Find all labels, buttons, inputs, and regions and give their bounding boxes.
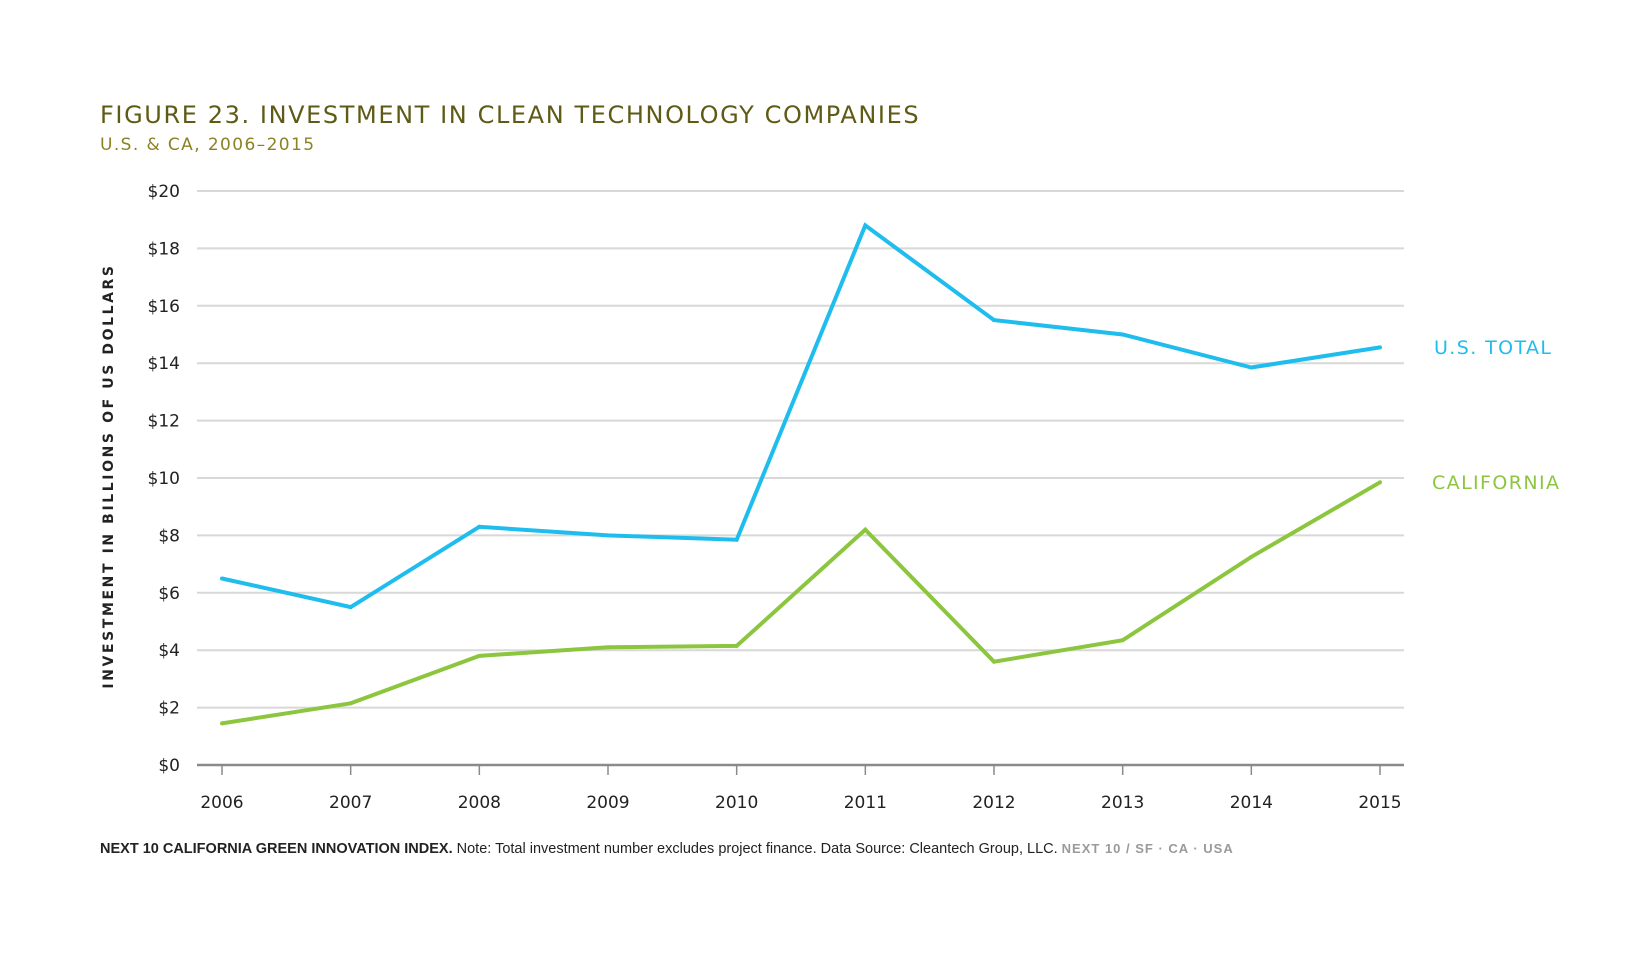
y-tick-label: $4 [158,641,180,661]
data-point-us-total [477,524,482,529]
x-tick-label: 2006 [200,793,243,813]
chart-title: FIGURE 23. INVESTMENT IN CLEAN TECHNOLOG… [100,101,920,129]
x-tick-label: 2007 [329,793,372,813]
footer-brand: NEXT 10 / SF · CA · USA [1061,841,1234,856]
x-tick-label: 2014 [1230,793,1273,813]
data-point-us-total [734,537,739,542]
footer-note-text: Note: Total investment number excludes p… [456,841,1058,857]
series-line-us-total [221,222,1381,610]
data-point-california [863,527,868,532]
data-point-california [220,721,224,726]
y-tick-label: $6 [158,584,180,604]
x-tick-label: 2011 [844,793,887,813]
data-point-us-total [1378,345,1382,350]
y-tick-label: $8 [158,526,180,546]
data-point-california [477,653,482,658]
data-point-california [606,645,610,650]
data-point-california [992,659,996,664]
y-tick-label: $2 [158,699,180,719]
data-point-california [1120,638,1125,643]
series-line-california [221,480,1382,726]
series-label-us-total: U.S. TOTAL [1434,337,1552,359]
series-lines [220,222,1382,726]
data-point-us-total [606,533,610,538]
footer-source-title: NEXT 10 CALIFORNIA GREEN INNOVATION INDE… [100,841,453,857]
series-label-california: CALIFORNIA [1432,472,1560,494]
footer-note: NEXT 10 CALIFORNIA GREEN INNOVATION INDE… [100,841,1234,857]
x-tick-label: 2010 [715,793,758,813]
data-point-california [734,643,739,648]
data-point-california [1249,554,1254,559]
x-tick-label: 2013 [1101,793,1144,813]
chart-subtitle: U.S. & CA, 2006–2015 [100,135,315,155]
data-point-us-total [863,223,868,228]
data-point-california [348,701,353,706]
y-tick-label: $16 [148,297,180,317]
data-point-us-total [1120,332,1125,337]
x-tick-label: 2015 [1358,793,1401,813]
y-axis-label: INVESTMENT IN BILLIONS OF US DOLLARS [101,263,117,688]
data-point-us-total [348,605,353,610]
series-labels: U.S. TOTAL CALIFORNIA [1432,337,1560,494]
x-tick-label: 2009 [586,793,629,813]
y-tick-label: $12 [148,412,180,432]
y-tick-label: $0 [158,756,180,776]
gridlines [197,190,1404,767]
y-tick-label: $10 [148,469,180,489]
data-point-california [1378,480,1382,485]
data-point-us-total [992,318,996,323]
data-point-us-total [220,576,224,581]
y-tick-label: $20 [148,182,180,202]
data-point-us-total [1249,365,1254,370]
y-tick-label: $18 [148,239,180,259]
y-tick-label: $14 [148,354,180,374]
x-tick-label: 2012 [972,793,1015,813]
x-tick-label: 2008 [458,793,501,813]
y-axis-ticks: $0 $2 $4 $6 $8 $10 $12 $14 $16 $18 $20 [148,182,180,776]
x-axis: 2006 2007 2008 2009 2010 2011 2012 2013 2014 2015 [200,765,1402,813]
